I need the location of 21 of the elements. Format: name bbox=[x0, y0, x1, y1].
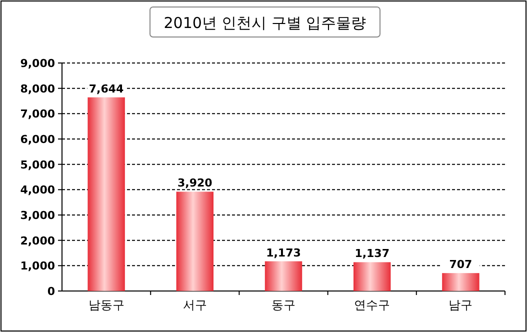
x-tick-label: 남구 bbox=[448, 298, 473, 312]
data-label: 1,137 bbox=[354, 247, 390, 260]
data-label: 7,644 bbox=[88, 82, 124, 96]
y-tick-label: 3,000 bbox=[20, 209, 56, 222]
y-tick-label: 8,000 bbox=[20, 82, 56, 96]
y-tick-label: 6,000 bbox=[20, 133, 56, 146]
data-label: 707 bbox=[449, 258, 472, 272]
y-tick-label: 4,000 bbox=[20, 184, 56, 197]
x-tick-label: 연수구 bbox=[354, 298, 390, 312]
x-tick-label: 남동구 bbox=[88, 298, 124, 312]
y-tick-label: 5,000 bbox=[20, 158, 56, 172]
data-label: 3,920 bbox=[178, 176, 213, 190]
y-tick-label: 2,000 bbox=[20, 234, 56, 248]
chart-title: 2010년 인천시 구별 입주물량 bbox=[164, 14, 366, 32]
data-label: 1,173 bbox=[266, 246, 301, 260]
y-tick-label: 0 bbox=[47, 285, 56, 298]
x-tick-label: 서구 bbox=[182, 298, 207, 312]
y-tick-label: 9,000 bbox=[20, 57, 56, 70]
x-tick-label: 동구 bbox=[272, 298, 296, 312]
y-tick-label: 1,000 bbox=[20, 260, 56, 273]
y-tick-label: 7,000 bbox=[20, 108, 56, 121]
